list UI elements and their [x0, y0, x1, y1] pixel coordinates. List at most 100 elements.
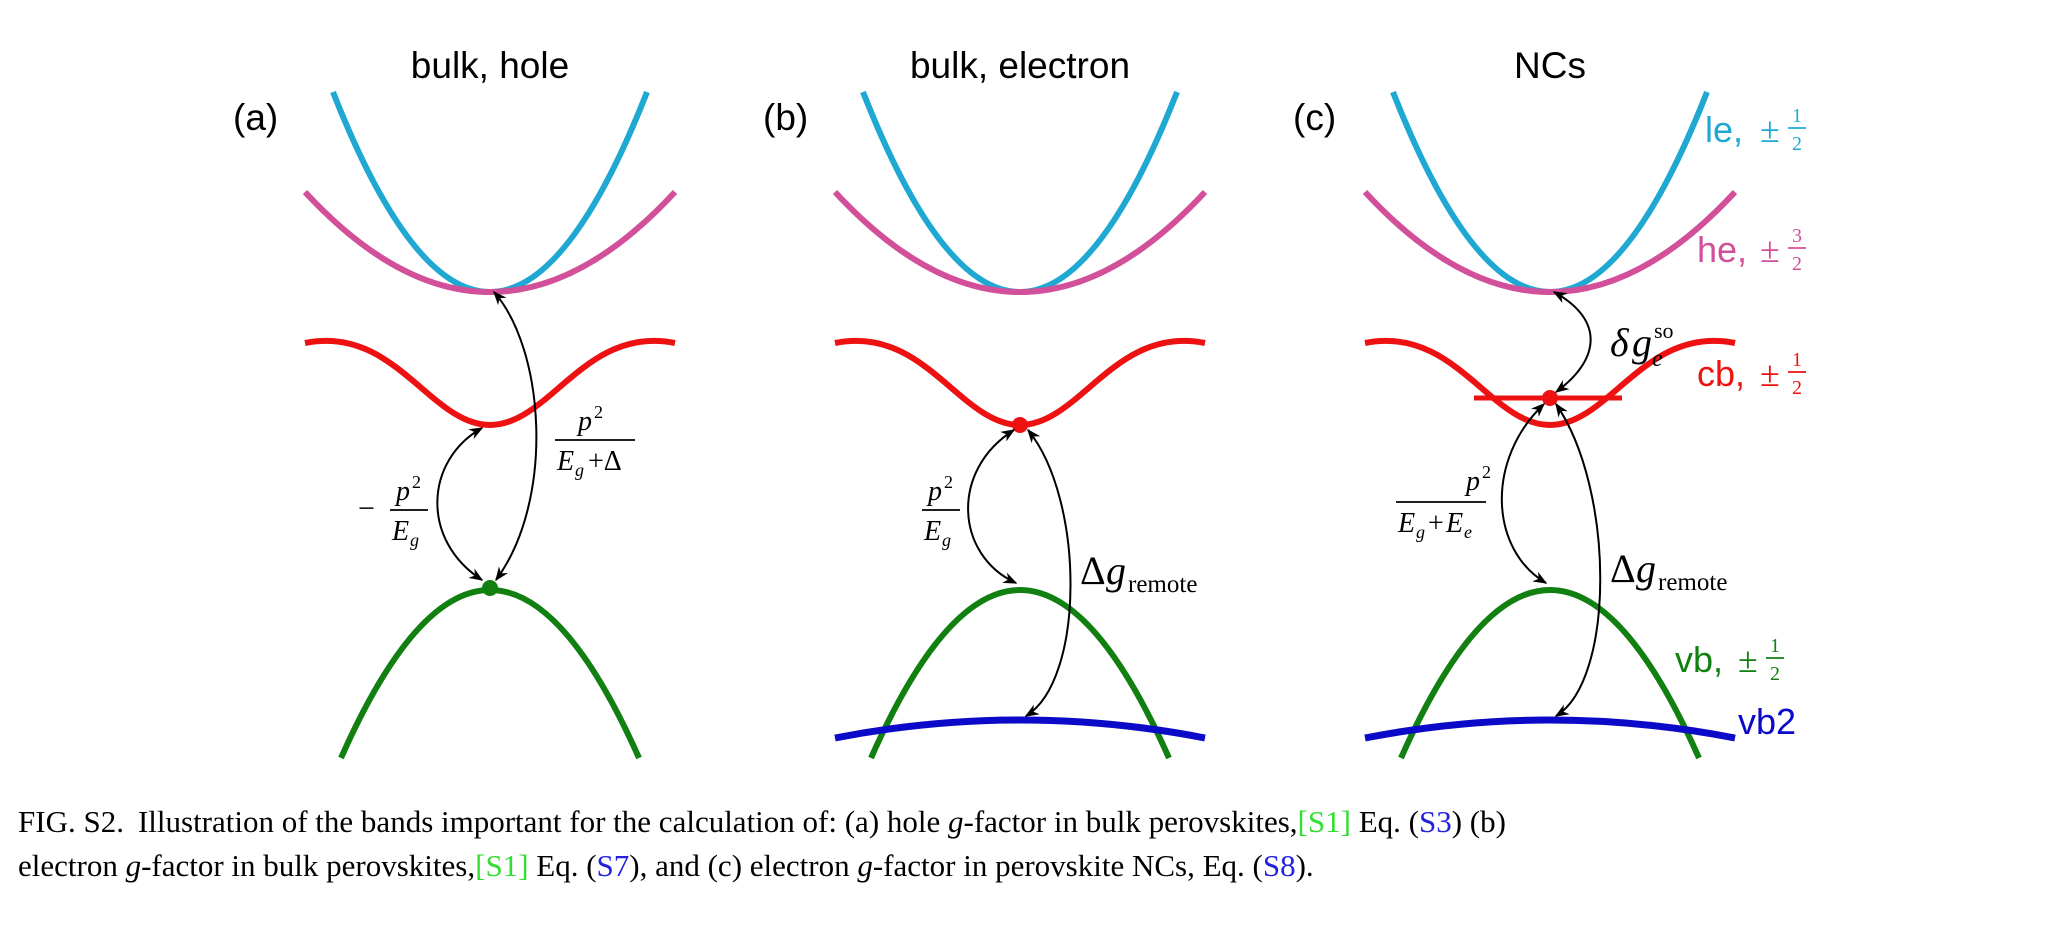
svg-text:−: −	[358, 492, 375, 525]
caption-line-2: electron g-factor in bulk perovskites,[S…	[18, 844, 2058, 888]
band-label-vb2: vb2	[1738, 701, 1796, 742]
svg-text:he,: he,	[1697, 229, 1747, 270]
svg-text:e: e	[1652, 346, 1663, 372]
vb2-band-c	[1364, 716, 1736, 742]
svg-text:cb,: cb,	[1697, 353, 1745, 394]
formula-p2-Eg-plus-Delta: p 2 E g +Δ	[555, 402, 635, 480]
svg-text:e: e	[1464, 522, 1472, 542]
cb-band-a	[304, 338, 676, 429]
cb-level-dot-c	[1542, 390, 1558, 406]
band-label-he: he, ± 3 2	[1697, 225, 1806, 275]
citation-link[interactable]: [S1]	[475, 848, 529, 883]
vb-band-c	[1398, 587, 1702, 760]
caption-text: Eq. (	[528, 848, 597, 883]
svg-text:Δ: Δ	[1080, 548, 1106, 593]
svg-text:2: 2	[1792, 253, 1802, 275]
panel-c-label: (c)	[1293, 97, 1336, 138]
arrow-he-vb-a	[493, 290, 538, 582]
svg-text:g: g	[1632, 320, 1652, 365]
caption-text: electron	[18, 848, 118, 883]
svg-text:p: p	[394, 476, 410, 507]
panel-a-title: bulk, hole	[411, 45, 569, 86]
caption-text: -factor in perovskite NCs, Eq. (	[872, 848, 1263, 883]
caption-text: ), and (c) electron	[629, 848, 850, 883]
svg-text:remote: remote	[1658, 569, 1727, 596]
formula-minus-p2-Eg: − p 2 E g	[358, 472, 428, 550]
caption-text: Illustration of the bands important for …	[137, 804, 941, 839]
band-label-cb: cb, ± 1 2	[1697, 349, 1806, 399]
svg-text:remote: remote	[1128, 571, 1197, 598]
cb-band-b	[834, 338, 1206, 429]
equation-link[interactable]: S8	[1262, 848, 1296, 883]
vb-top-dot-a	[482, 580, 498, 596]
svg-text:2: 2	[1792, 377, 1802, 399]
svg-text:g: g	[1106, 548, 1126, 593]
figure-caption: FIG. S2. Illustration of the bands import…	[18, 800, 2058, 888]
le-band-a	[330, 90, 650, 295]
panel-c-title: NCs	[1514, 45, 1586, 86]
svg-text:g: g	[1636, 546, 1656, 591]
arrow-cb-vb-a	[436, 427, 484, 581]
svg-text:2: 2	[1792, 133, 1802, 155]
svg-text:vb,: vb,	[1675, 639, 1723, 680]
svg-text:1: 1	[1770, 635, 1780, 657]
svg-text:so: so	[1654, 318, 1674, 343]
svg-text:le,: le,	[1705, 109, 1743, 150]
svg-text:±: ±	[1760, 354, 1780, 394]
he-band-c	[1362, 189, 1738, 295]
equation-link[interactable]: S3	[1418, 804, 1452, 839]
svg-text:2: 2	[944, 472, 953, 492]
arrow-cb-vb-b	[967, 429, 1018, 584]
svg-text:+Δ: +Δ	[588, 446, 622, 477]
svg-text:g: g	[410, 530, 419, 550]
panel-a: − p 2 E g p 2 E g +Δ	[302, 90, 678, 760]
svg-text:+: +	[1428, 508, 1444, 539]
caption-fig-label: FIG. S2.	[18, 804, 124, 839]
arrow-cb-vb2-b	[1024, 428, 1072, 717]
band-diagram-figure: bulk, hole bulk, electron NCs (a) (b) (c…	[233, 45, 1806, 760]
formula-p2-Eg: p 2 E g	[922, 472, 960, 550]
band-label-le: le, ± 1 2	[1705, 105, 1806, 155]
svg-text:δ: δ	[1610, 320, 1630, 365]
svg-text:p: p	[576, 406, 592, 437]
le-band-b	[860, 90, 1180, 295]
vb2-band-b	[834, 716, 1206, 742]
svg-text:E: E	[923, 516, 941, 547]
caption-g: g	[125, 848, 142, 883]
svg-text:2: 2	[594, 402, 603, 422]
caption-g: g	[857, 848, 873, 883]
caption-text: -factor in bulk perovskites,	[963, 804, 1298, 839]
svg-text:vb2: vb2	[1738, 701, 1796, 742]
cb-bottom-dot-b	[1012, 417, 1028, 433]
svg-text:2: 2	[1770, 663, 1780, 685]
svg-text:±: ±	[1738, 640, 1758, 680]
vb-band-a	[338, 587, 642, 760]
formula-p2-Eg-plus-Ee: p 2 E g + E e	[1396, 462, 1491, 542]
panel-b-title: bulk, electron	[910, 45, 1130, 86]
svg-text:2: 2	[1482, 462, 1491, 482]
vb-band-b	[868, 587, 1172, 760]
caption-g: g	[948, 804, 964, 839]
arrow-cb-vb2-c	[1554, 402, 1602, 717]
band-label-vb: vb, ± 1 2	[1675, 635, 1784, 685]
panel-b-label: (b)	[763, 97, 808, 138]
citation-link[interactable]: [S1]	[1297, 804, 1351, 839]
svg-text:p: p	[926, 476, 942, 507]
svg-text:E: E	[1397, 508, 1415, 539]
caption-text: -factor in bulk perovskites,	[141, 848, 476, 883]
svg-text:E: E	[1445, 508, 1463, 539]
caption-text: Eq. (	[1350, 804, 1419, 839]
svg-text:g: g	[1416, 522, 1425, 542]
svg-text:g: g	[942, 530, 951, 550]
svg-text:±: ±	[1760, 230, 1780, 270]
equation-link[interactable]: S7	[596, 848, 630, 883]
he-band-b	[832, 189, 1208, 295]
caption-text: ) (b)	[1451, 804, 1506, 839]
formula-delta-g-remote-b: Δ g remote	[1080, 548, 1197, 598]
svg-text:Δ: Δ	[1610, 546, 1636, 591]
svg-text:E: E	[556, 446, 574, 477]
arrow-cb-he-c	[1552, 291, 1592, 393]
svg-text:E: E	[391, 516, 409, 547]
formula-delta-g-so: δ g e so	[1610, 318, 1674, 372]
arrow-cb-vb-c	[1500, 403, 1548, 584]
